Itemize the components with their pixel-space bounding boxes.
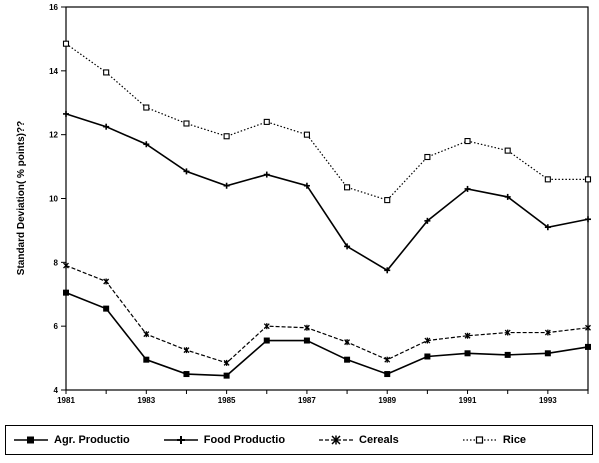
series-rice [62, 40, 592, 204]
x-tick-label: 1981 [57, 396, 75, 405]
y-tick-label: 4 [54, 386, 59, 395]
line-chart: Standard Deviation( % points)?? 4 6 8 10 12 1… [16, 3, 592, 405]
data-point-agr-productio [63, 289, 69, 296]
data-point-agr-productio [223, 372, 230, 379]
data-point-food-productio [464, 185, 471, 192]
legend-label-agr-productio: Agr. Productio [54, 434, 130, 446]
series-food-productio [63, 110, 591, 274]
data-point-food-productio [384, 267, 391, 274]
data-point-cereals [183, 347, 190, 354]
data-point-cereals [504, 329, 511, 336]
data-point-food-productio [143, 141, 150, 148]
series-cereals [63, 262, 591, 366]
legend-label-cereals: Cereals [359, 434, 399, 446]
x-tick-label: 1983 [137, 396, 155, 405]
data-point-rice [504, 147, 511, 154]
series-layer [62, 40, 592, 379]
data-point-food-productio [263, 171, 270, 178]
legend-label-rice: Rice [502, 434, 527, 446]
y-tick-label: 16 [49, 3, 58, 12]
data-point-cereals [344, 339, 351, 346]
data-point-food-productio [544, 224, 551, 231]
data-point-cereals [585, 324, 591, 331]
data-point-rice [303, 131, 310, 138]
y-tick-label: 12 [49, 131, 58, 140]
data-point-rice [544, 176, 551, 183]
data-point-agr-productio [585, 343, 591, 350]
data-point-agr-productio [384, 371, 391, 378]
data-point-cereals [223, 359, 230, 366]
data-point-food-productio [424, 217, 431, 224]
data-point-cereals [464, 332, 471, 339]
data-point-food-productio [344, 243, 351, 250]
data-point-cereals [63, 262, 69, 269]
legend-swatch-solid-square [14, 436, 48, 444]
data-point-rice [143, 104, 150, 111]
data-point-agr-productio [344, 356, 351, 363]
series-line-food-productio [65, 113, 589, 272]
data-point-cereals [544, 329, 551, 336]
series-line-cereals [65, 264, 589, 364]
x-tick-label: 1987 [298, 396, 316, 405]
data-point-food-productio [223, 182, 230, 189]
legend-item-food-productio: Food Productio [162, 434, 285, 446]
data-point-rice [384, 197, 391, 204]
legend-item-agr-productio: Agr. Productio [12, 434, 130, 446]
legend-swatch-dashed-star [319, 435, 354, 445]
legend-label-food-productio: Food Productio [203, 434, 286, 446]
data-point-agr-productio [103, 305, 110, 312]
data-point-rice [584, 176, 592, 183]
legend-item-cereals: Cereals [317, 434, 399, 446]
data-point-agr-productio [464, 350, 471, 357]
data-point-cereals [303, 324, 310, 331]
data-point-cereals [263, 323, 270, 330]
y-tick-label: 6 [54, 322, 59, 331]
data-point-food-productio [585, 216, 591, 223]
data-point-agr-productio [504, 351, 511, 358]
data-point-cereals [424, 337, 431, 344]
x-tick-label: 1985 [218, 396, 236, 405]
data-point-agr-productio [424, 353, 431, 360]
data-point-food-productio [63, 110, 69, 117]
data-point-rice [183, 120, 190, 127]
y-tick-label: 14 [49, 67, 58, 76]
data-point-food-productio [103, 123, 110, 130]
data-point-food-productio [504, 193, 511, 200]
legend: Agr. Productio Food Productio Cereals Ri… [5, 425, 593, 455]
data-point-agr-productio [183, 371, 190, 378]
data-point-rice [62, 40, 70, 47]
legend-swatch-solid-plus [163, 436, 198, 444]
data-point-rice [464, 138, 471, 145]
x-tick-label: 1991 [459, 396, 477, 405]
data-point-agr-productio [303, 337, 310, 344]
legend-item-rice: Rice [461, 434, 526, 446]
x-tick-label: 1993 [539, 396, 557, 405]
data-point-food-productio [303, 182, 310, 189]
data-point-cereals [143, 331, 150, 338]
data-point-rice [103, 69, 110, 76]
series-line-agr-productio [65, 291, 589, 377]
y-axis-ticks: 4 6 8 10 12 14 16 [49, 3, 66, 395]
data-point-agr-productio [544, 350, 551, 357]
data-point-agr-productio [263, 337, 270, 344]
y-tick-label: 8 [54, 258, 59, 267]
data-point-rice [344, 184, 351, 191]
series-line-rice [65, 43, 588, 201]
legend-swatch-dotted-open-square [462, 436, 497, 444]
data-point-rice [223, 133, 230, 140]
y-axis-title: Standard Deviation( % points)?? [16, 121, 27, 275]
y-tick-label: 10 [49, 195, 58, 204]
data-point-cereals [103, 278, 110, 285]
series-agr-productio [63, 289, 591, 379]
data-point-rice [424, 153, 431, 161]
data-point-food-productio [183, 168, 190, 175]
x-tick-label: 1989 [378, 396, 396, 405]
data-point-rice [263, 118, 270, 125]
x-axis-ticks: 1981 1983 1985 1987 1989 1991 1993 [57, 390, 589, 405]
data-point-cereals [384, 356, 391, 363]
data-point-agr-productio [143, 356, 150, 363]
